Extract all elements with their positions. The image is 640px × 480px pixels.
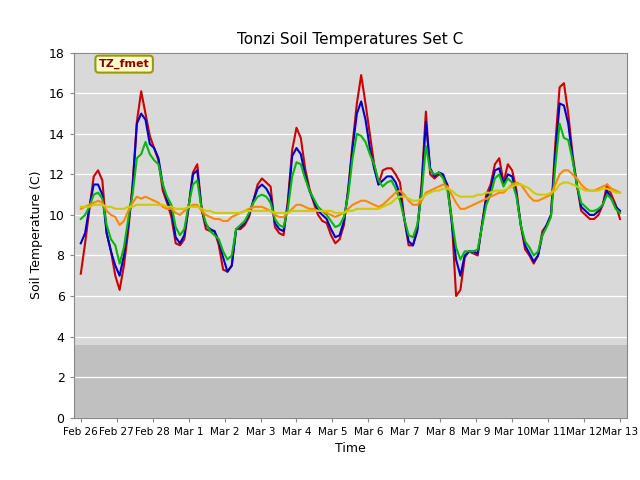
- -16cm: [413, 202, 421, 208]
- -32cm: [560, 180, 568, 185]
- -32cm: [616, 190, 624, 195]
- -32cm: [413, 198, 421, 204]
- -16cm: [220, 218, 227, 224]
- -2cm: [111, 273, 119, 278]
- -32cm: [439, 186, 447, 192]
- Text: TZ_fmet: TZ_fmet: [99, 59, 150, 69]
- -4cm: [404, 239, 412, 244]
- -4cm: [616, 208, 624, 214]
- -8cm: [111, 242, 119, 248]
- -2cm: [215, 242, 223, 248]
- -16cm: [111, 214, 119, 220]
- -16cm: [77, 206, 84, 212]
- -16cm: [439, 181, 447, 187]
- -8cm: [616, 210, 624, 216]
- Bar: [74, 345, 627, 418]
- Y-axis label: Soil Temperature (C): Soil Temperature (C): [30, 171, 43, 300]
- -2cm: [452, 293, 460, 299]
- -4cm: [444, 184, 451, 190]
- -32cm: [211, 210, 218, 216]
- -8cm: [77, 216, 84, 222]
- Line: -4cm: -4cm: [81, 101, 620, 276]
- -32cm: [111, 206, 119, 212]
- -4cm: [220, 254, 227, 260]
- -8cm: [220, 249, 227, 254]
- Line: -2cm: -2cm: [81, 75, 620, 296]
- -32cm: [220, 210, 227, 216]
- -16cm: [336, 212, 344, 218]
- -16cm: [560, 168, 568, 173]
- -16cm: [401, 192, 408, 198]
- -2cm: [401, 216, 408, 222]
- -32cm: [336, 210, 344, 216]
- -2cm: [413, 226, 421, 232]
- -4cm: [77, 240, 84, 246]
- -4cm: [116, 273, 124, 278]
- -2cm: [332, 240, 339, 246]
- -8cm: [556, 121, 563, 127]
- Title: Tonzi Soil Temperatures Set C: Tonzi Soil Temperatures Set C: [237, 33, 463, 48]
- -4cm: [418, 186, 426, 192]
- -16cm: [616, 190, 624, 195]
- -32cm: [401, 194, 408, 200]
- -32cm: [77, 204, 84, 210]
- -2cm: [357, 72, 365, 78]
- -4cm: [111, 263, 119, 268]
- -2cm: [439, 174, 447, 180]
- -8cm: [401, 216, 408, 222]
- Line: -32cm: -32cm: [81, 182, 620, 213]
- -8cm: [116, 261, 124, 266]
- -8cm: [439, 176, 447, 181]
- -4cm: [357, 98, 365, 104]
- Line: -8cm: -8cm: [81, 124, 620, 264]
- X-axis label: Time: Time: [335, 442, 366, 455]
- -2cm: [77, 271, 84, 276]
- -2cm: [616, 216, 624, 222]
- -8cm: [336, 222, 344, 228]
- -16cm: [116, 222, 124, 228]
- -8cm: [413, 222, 421, 228]
- -4cm: [336, 232, 344, 238]
- Line: -16cm: -16cm: [81, 170, 620, 225]
